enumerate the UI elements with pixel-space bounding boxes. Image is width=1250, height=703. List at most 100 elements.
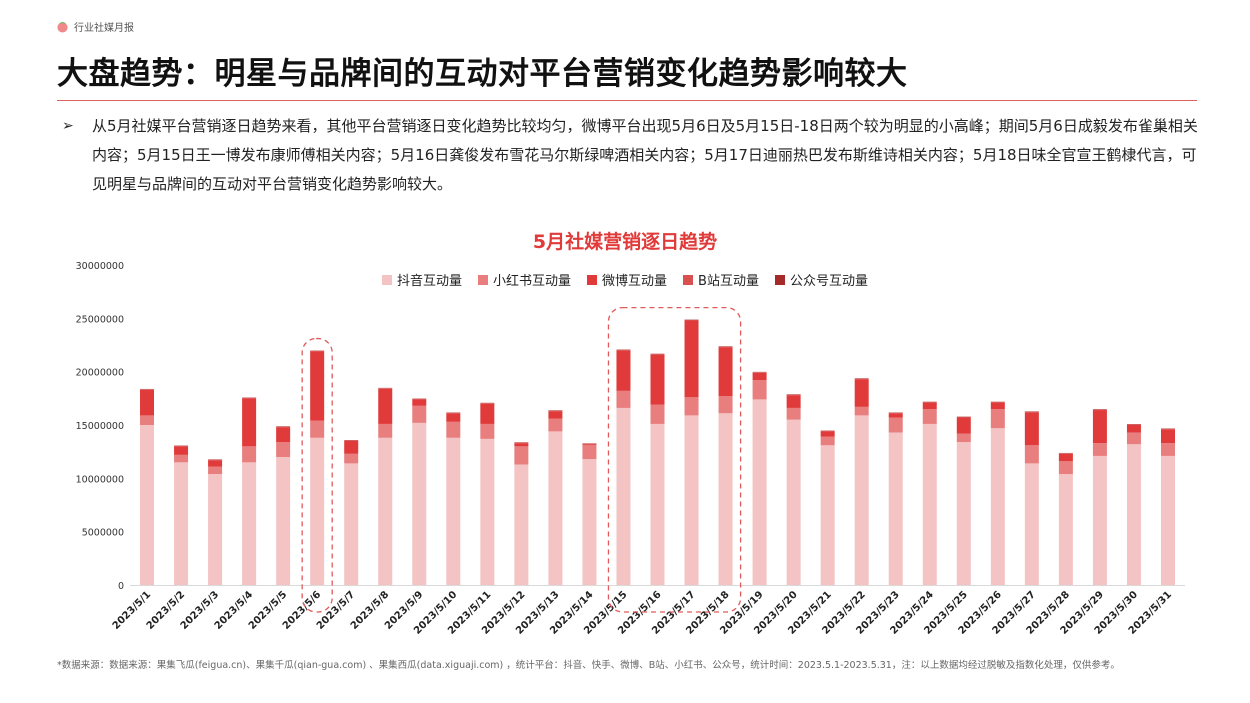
bar-segment: [922, 402, 937, 403]
legend-swatch: [478, 274, 489, 285]
bar-segment: [752, 372, 767, 381]
bar-segment: [650, 404, 665, 424]
bar-segment: [480, 403, 495, 404]
legend-label: 微博互动量: [602, 274, 668, 289]
bar-segment: [1024, 445, 1039, 464]
bar-segment: [140, 389, 155, 390]
chart-legend: 抖音互动量 小红书互动量 微博互动量 B站互动量 公众号互动量: [0, 270, 1250, 289]
legend-item-weibo: 微博互动量: [587, 270, 667, 289]
bar-segment: [446, 421, 461, 438]
bar-segment: [276, 457, 291, 585]
bar-segment: [208, 459, 223, 461]
bar-segment: [1092, 455, 1107, 585]
bar-segment: [786, 394, 801, 396]
bar-segment: [820, 430, 835, 432]
footnote: *数据来源：数据来源：果集飞瓜(feigua.cn)、果集千瓜(qian-gua…: [57, 660, 1120, 671]
bar-segment: [582, 445, 597, 460]
bar-segment: [480, 423, 495, 439]
bar-segment: [310, 350, 325, 352]
bar-segment: [344, 453, 359, 464]
title-divider: [57, 100, 1197, 101]
bullet-arrow-icon: ➢: [62, 118, 74, 134]
bar-segment: [718, 396, 733, 414]
bar-segment: [752, 380, 767, 400]
bar-segment: [412, 422, 427, 585]
bar-segment: [786, 419, 801, 585]
bar-segment: [854, 406, 869, 416]
bar-segment: [650, 423, 665, 585]
bar-segment: [140, 415, 155, 425]
bar-segment: [616, 350, 631, 391]
bar-segment: [1160, 429, 1175, 444]
bar-segment: [276, 426, 291, 428]
bar-segment: [514, 443, 529, 447]
y-tick-label: 15000000: [76, 421, 124, 432]
bar-segment: [956, 433, 971, 443]
bar-segment: [344, 463, 359, 585]
bar-segment: [548, 418, 563, 432]
bar-segment: [1160, 443, 1175, 456]
y-tick-label: 20000000: [76, 368, 124, 379]
bar-segment: [310, 351, 325, 421]
legend-label: 抖音互动量: [397, 274, 463, 289]
bar-segment: [990, 409, 1005, 429]
bar-segment: [990, 428, 1005, 585]
bar-segment: [446, 412, 461, 414]
bar-segment: [1126, 432, 1141, 445]
bar-segment: [1058, 453, 1073, 454]
bar-segment: [582, 443, 597, 445]
bar-segment: [718, 347, 733, 397]
bar-segment: [752, 399, 767, 585]
bar-segment: [446, 413, 461, 422]
bar-segment: [956, 417, 971, 434]
bar-segment: [174, 454, 189, 463]
bar-segment: [990, 402, 1005, 409]
bar-segment: [174, 446, 189, 455]
y-tick-label: 10000000: [76, 474, 124, 485]
bar-segment: [412, 405, 427, 423]
bar-segment: [548, 410, 563, 412]
y-tick-label: 5000000: [82, 528, 124, 539]
bar-segment: [1126, 425, 1141, 433]
bar-segment: [854, 378, 869, 380]
brand-logo-icon: [57, 21, 68, 33]
legend-label: 公众号互动量: [789, 274, 868, 289]
bar-segment: [276, 427, 291, 443]
legend-item-wechat-official: 公众号互动量: [774, 270, 868, 289]
bar-segment: [242, 398, 257, 447]
bar-segment: [650, 354, 665, 355]
bar-segment: [412, 398, 427, 400]
bar-segment: [1058, 461, 1073, 475]
bar-segment: [684, 320, 699, 398]
bar-segment: [208, 460, 223, 467]
bar-segment: [888, 417, 903, 433]
bar-segment: [820, 445, 835, 585]
bar-segment: [1160, 428, 1175, 430]
bar-segment: [1092, 409, 1107, 411]
bar-segment: [1058, 453, 1073, 462]
legend-swatch: [683, 274, 694, 285]
legend-swatch: [382, 274, 392, 285]
bar-segment: [344, 440, 359, 441]
page-title: 大盘趋势：明星与品牌间的互动对平台营销变化趋势影响较大: [57, 56, 908, 92]
bar-segment: [718, 346, 733, 348]
bar-segment: [548, 431, 563, 585]
bar-segment: [888, 412, 903, 414]
y-tick-label: 30000000: [76, 261, 124, 272]
highlight-box: [607, 306, 742, 613]
brand: 行业社媒月报: [56, 19, 134, 34]
summary-paragraph: ➢ 从5月社媒平台营销逐日趋势来看，其他平台营销逐日变化趋势比较均匀，微博平台出…: [62, 112, 1202, 199]
highlight-box: [301, 337, 333, 613]
bar-segment: [854, 415, 869, 585]
bar-segment: [956, 417, 971, 418]
y-tick-label: 0: [118, 581, 124, 592]
bar-segment: [820, 436, 835, 446]
bar-segment: [956, 442, 971, 585]
bar-segment: [140, 425, 155, 585]
bar-segment: [242, 446, 257, 463]
bar-segment: [310, 437, 325, 585]
bar-segment: [922, 409, 937, 424]
legend-label: 小红书互动量: [493, 274, 572, 289]
bar-segment: [208, 466, 223, 475]
bar-segment: [140, 389, 155, 416]
